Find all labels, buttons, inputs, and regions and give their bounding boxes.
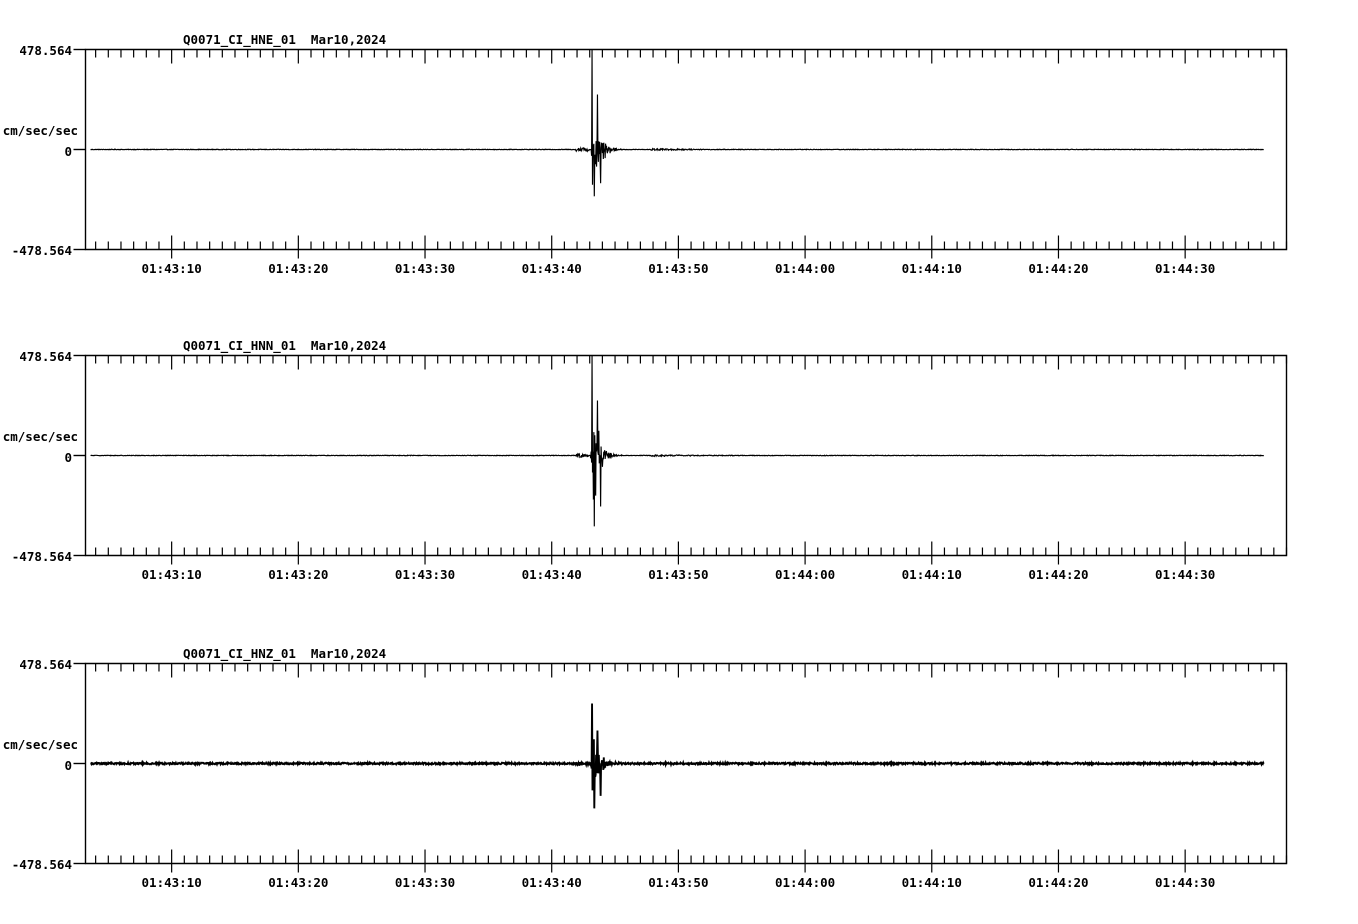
y-axis-ticks xyxy=(73,354,86,557)
y-axis-units-hnz: cm/sec/sec xyxy=(2,737,78,752)
x-axis-tick-label: 01:43:10 xyxy=(141,874,202,890)
waveform-trace-hnn xyxy=(90,355,1265,527)
x-axis-tick-label: 01:44:00 xyxy=(774,874,836,890)
x-axis-tick-label: 01:43:50 xyxy=(648,874,709,890)
x-axis-tick-label: 01:44:20 xyxy=(1028,566,1089,582)
x-axis-tick-label: 01:43:40 xyxy=(521,260,582,276)
x-axis-tick-label: 01:44:20 xyxy=(1028,874,1089,890)
panel-title-hnz: Q0071_CI_HNZ_01 Mar10,2024 xyxy=(183,646,387,661)
x-axis-tick-label: 01:43:30 xyxy=(394,260,456,276)
x-axis-tick-label: 01:44:10 xyxy=(901,260,962,276)
x-axis-ticks xyxy=(95,663,1288,873)
panel-hnz: Q0071_CI_HNZ_01 Mar10,2024 478.564 cm/se… xyxy=(0,614,1358,914)
y-axis-zero-label-hnn: 0 xyxy=(64,450,72,465)
x-axis-tick-label: 01:44:00 xyxy=(774,260,836,276)
x-axis-tick-label: 01:43:10 xyxy=(141,260,202,276)
x-axis-tick-label: 01:44:10 xyxy=(901,566,962,582)
y-axis-max-label-hnz: 478.564 xyxy=(19,657,72,672)
panel-title-hnn: Q0071_CI_HNN_01 Mar10,2024 xyxy=(183,338,387,353)
y-axis-min-label-hnn: -478.564 xyxy=(11,549,72,564)
y-axis-units-hne: cm/sec/sec xyxy=(2,123,78,138)
x-axis-tick-label: 01:43:20 xyxy=(268,566,329,582)
x-axis-tick-label: 01:44:30 xyxy=(1155,874,1216,890)
x-axis-tick-label: 01:43:10 xyxy=(141,566,202,582)
x-axis-tick-label: 01:43:20 xyxy=(268,260,329,276)
y-axis-zero-label-hnz: 0 xyxy=(64,758,72,773)
x-axis-tick-label: 01:44:30 xyxy=(1155,260,1216,276)
x-axis-tick-label: 01:44:10 xyxy=(901,874,962,890)
x-axis-tick-label: 01:44:20 xyxy=(1028,260,1089,276)
panel-hne: Q0071_CI_HNE_01 Mar10,2024 478.564 cm/se… xyxy=(0,0,1358,300)
waveform-trace-hnz xyxy=(90,703,1265,809)
waveform-trace-hne xyxy=(90,49,1264,197)
y-axis-units-hnn: cm/sec/sec xyxy=(2,429,78,444)
y-axis-min-label-hnz: -478.564 xyxy=(11,857,72,872)
y-axis-max-label-hnn: 478.564 xyxy=(19,349,72,364)
x-axis-ticks xyxy=(95,49,1288,259)
x-axis-tick-label: 01:43:40 xyxy=(521,566,582,582)
y-axis-max-label-hne: 478.564 xyxy=(19,43,72,58)
x-axis-tick-label: 01:44:00 xyxy=(774,566,836,582)
y-axis-ticks xyxy=(73,48,86,251)
plot-area-hnn xyxy=(73,354,1288,565)
y-axis-ticks xyxy=(73,662,86,865)
x-axis-tick-label: 01:44:30 xyxy=(1155,566,1216,582)
x-axis-tick-label: 01:43:50 xyxy=(648,566,709,582)
plot-area-hne xyxy=(73,48,1288,259)
panel-title-hne: Q0071_CI_HNE_01 Mar10,2024 xyxy=(183,32,387,47)
y-axis-min-label-hne: -478.564 xyxy=(11,243,72,258)
x-axis-ticks xyxy=(95,355,1288,565)
panel-hnn: Q0071_CI_HNN_01 Mar10,2024 478.564 cm/se… xyxy=(0,306,1358,606)
x-axis-tick-label: 01:43:20 xyxy=(268,874,329,890)
x-axis-tick-label: 01:43:30 xyxy=(394,874,456,890)
x-axis-tick-label: 01:43:50 xyxy=(648,260,709,276)
y-axis-zero-label-hne: 0 xyxy=(64,144,72,159)
x-axis-tick-label: 01:43:30 xyxy=(394,566,456,582)
plot-area-hnz xyxy=(73,662,1288,873)
x-axis-tick-label: 01:43:40 xyxy=(521,874,582,890)
